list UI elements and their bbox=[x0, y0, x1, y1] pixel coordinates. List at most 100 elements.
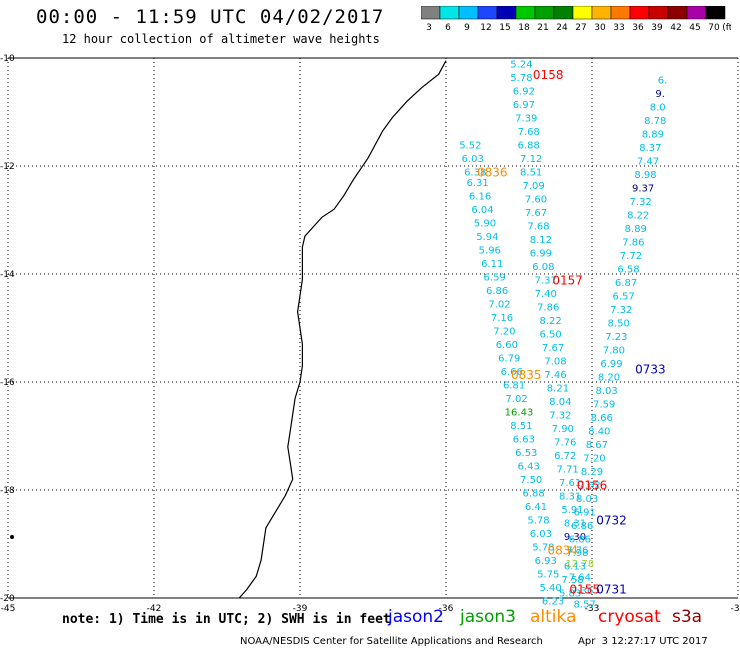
wave-height-value: 7.39 bbox=[515, 113, 537, 124]
wave-height-value: 7.20 bbox=[583, 454, 605, 465]
colorbar-label: 12 bbox=[480, 23, 491, 33]
wave-height-value: 7.71 bbox=[557, 464, 579, 475]
wave-height-value: 7.09 bbox=[522, 181, 544, 192]
y-tick-label: -20 bbox=[0, 594, 15, 604]
wave-height-value: 5.96 bbox=[479, 246, 501, 257]
wave-height-value: 9.37 bbox=[632, 184, 654, 195]
wave-height-value: 6.91 bbox=[574, 508, 596, 519]
wave-height-value: 7.23 bbox=[605, 332, 627, 343]
wave-height-value: 6.66 bbox=[501, 367, 523, 378]
wave-height-value: 7.68 bbox=[518, 127, 540, 138]
wave-height-value: 6.16 bbox=[469, 192, 491, 203]
colorbar-label: 70 bbox=[708, 23, 720, 33]
x-tick-label: -33 bbox=[585, 604, 600, 614]
wave-height-value: 6. bbox=[658, 76, 668, 87]
y-tick-label: -18 bbox=[0, 486, 15, 496]
wave-height-value: 7.46 bbox=[544, 370, 566, 381]
wave-height-value: 6.57 bbox=[613, 292, 635, 303]
wave-height-value: 7.90 bbox=[552, 424, 574, 435]
wave-height-value: 7.59 bbox=[593, 400, 615, 411]
pass-time-label: 0158 bbox=[533, 68, 564, 82]
colorbar-label: 18 bbox=[518, 23, 530, 33]
wave-height-value: 6.88 bbox=[522, 489, 544, 500]
wave-height-value: 6.11 bbox=[481, 259, 503, 270]
x-tick-label: -39 bbox=[293, 604, 308, 614]
wave-height-value: 5.78 bbox=[527, 516, 549, 527]
legend-altika: altika bbox=[530, 607, 577, 627]
y-tick-label: -16 bbox=[0, 378, 15, 388]
wave-height-value: 6.31 bbox=[467, 178, 489, 189]
pass-time-label: 0157 bbox=[552, 273, 583, 287]
wave-height-value: 16.43 bbox=[505, 408, 534, 419]
wave-height-value: 8.0 bbox=[650, 103, 666, 114]
wave-height-value: 8.40 bbox=[588, 427, 610, 438]
colorbar-label: 27 bbox=[575, 23, 586, 33]
x-tick-label: -30 bbox=[731, 604, 740, 614]
wave-height-value: 6.63 bbox=[513, 435, 535, 446]
wave-height-value: 7.12 bbox=[520, 154, 542, 165]
wave-height-value: 7.80 bbox=[603, 346, 625, 357]
wave-height-value: 12.78 bbox=[566, 559, 595, 570]
wave-height-value: 5.83 bbox=[559, 589, 581, 600]
wave-height-value: 5.24 bbox=[510, 59, 532, 70]
legend-jason3: jason3 bbox=[460, 607, 516, 627]
wave-height-value: 7.16 bbox=[491, 313, 513, 324]
wave-height-value: 8.29 bbox=[581, 467, 603, 478]
wave-height-value: 8.51 bbox=[520, 167, 542, 178]
wave-height-value: 7.62 bbox=[578, 481, 600, 492]
wave-height-value: 6.88 bbox=[518, 140, 540, 151]
wave-height-value: 6.99 bbox=[600, 359, 622, 370]
wave-height-value: 6.87 bbox=[615, 278, 637, 289]
pass-time-label: 0732 bbox=[596, 514, 627, 528]
wave-height-value: 7.61 bbox=[559, 478, 581, 489]
wave-height-value: 8.98 bbox=[634, 170, 656, 181]
edge-marker bbox=[10, 535, 14, 539]
wave-height-value: 6.03 bbox=[462, 154, 484, 165]
legend-cryosat: cryosat bbox=[598, 607, 661, 627]
wave-height-value: 8.03 bbox=[576, 494, 598, 505]
colorbar-unit: (ft) bbox=[722, 23, 731, 33]
wave-height-value: 8.67 bbox=[586, 440, 608, 451]
pass-time-label: 0834 bbox=[548, 543, 579, 557]
y-tick-label: -14 bbox=[0, 270, 15, 280]
wave-height-value: 7.72 bbox=[620, 251, 642, 262]
wave-height-value: 6.60 bbox=[496, 340, 518, 351]
legend-s3a: s3a bbox=[672, 607, 703, 627]
wave-height-value: 7.37 bbox=[535, 275, 557, 286]
wave-height-value: 7.32 bbox=[549, 410, 571, 421]
colorbar-label: 42 bbox=[670, 23, 681, 33]
wave-height-value: 6.53 bbox=[515, 448, 537, 459]
wave-height-value: 6.81 bbox=[503, 381, 525, 392]
wave-height-value: 6.08 bbox=[532, 262, 554, 273]
credit-text: NOAA/NESDIS Center for Satellite Applica… bbox=[240, 636, 543, 647]
chart-title: 00:00 - 11:59 UTC 04/02/2017 bbox=[36, 6, 385, 28]
colorbar-label: 45 bbox=[689, 23, 700, 33]
coastline bbox=[238, 60, 447, 599]
wave-height-value: 7.50 bbox=[520, 475, 542, 486]
wave-height-value: 5.40 bbox=[540, 583, 562, 594]
pass-time-label: 0836 bbox=[477, 165, 508, 179]
wave-height-value: 6.86 bbox=[486, 286, 508, 297]
wave-height-value: 6.04 bbox=[471, 205, 493, 216]
wave-height-value: 8.78 bbox=[644, 116, 666, 127]
wave-height-value: 8.12 bbox=[530, 235, 552, 246]
wave-height-value: 7.36 bbox=[571, 586, 593, 597]
wave-height-value: 8.89 bbox=[625, 224, 647, 235]
colorbar-label: 9 bbox=[464, 23, 470, 33]
wave-height-value: 5.52 bbox=[459, 140, 481, 151]
colorbar-label: 33 bbox=[613, 23, 624, 33]
wave-height-value: 8.20 bbox=[598, 373, 620, 384]
wave-height-value: 8.89 bbox=[642, 130, 664, 141]
wave-height-value: 5.78 bbox=[510, 73, 532, 84]
wave-height-value: 5.91 bbox=[561, 505, 583, 516]
wave-height-value: 7.67 bbox=[542, 343, 564, 354]
wave-height-value: 5.75 bbox=[537, 570, 559, 581]
wave-height-value: 7.47 bbox=[637, 157, 659, 168]
wave-height-value: 7.76 bbox=[554, 437, 576, 448]
colorbar-label: 6 bbox=[445, 23, 451, 33]
wave-height-value: 6.99 bbox=[530, 248, 552, 259]
wave-height-value: 5.94 bbox=[476, 232, 498, 243]
wave-height-value: 8.50 bbox=[608, 319, 630, 330]
wave-height-value: 6.13 bbox=[564, 562, 586, 573]
legend-jason2: jason2 bbox=[388, 607, 444, 627]
